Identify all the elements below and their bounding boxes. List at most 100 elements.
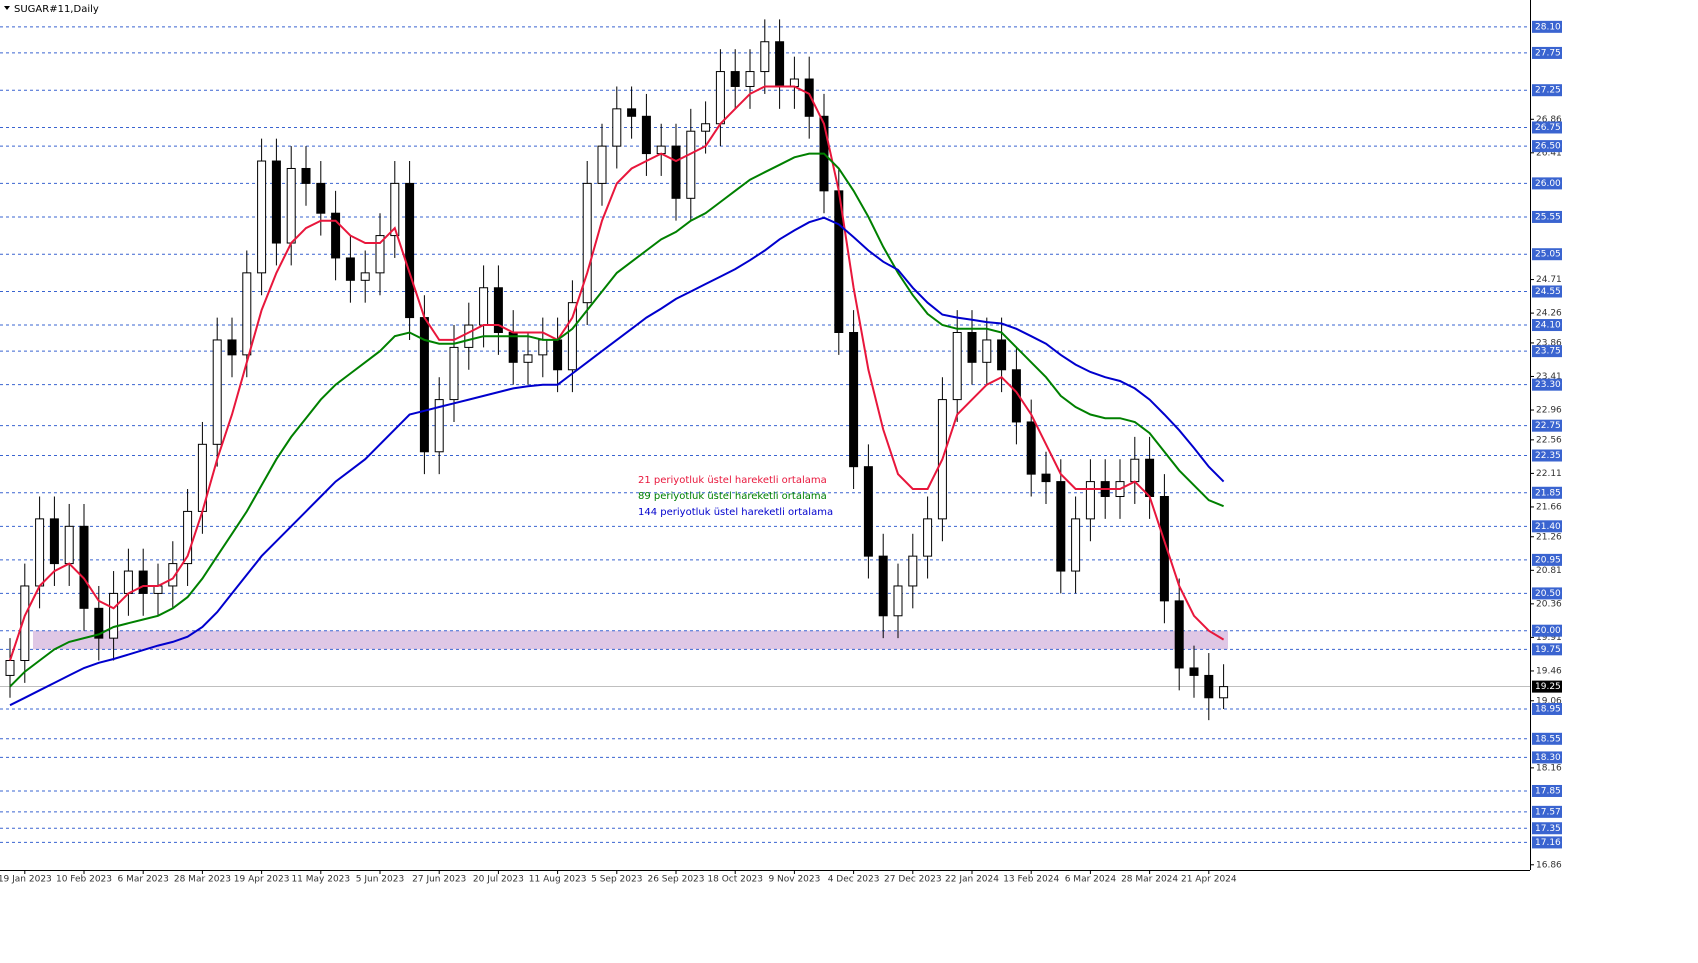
x-tick-label: 19 Apr 2023 <box>234 875 290 885</box>
candle-body <box>982 339 992 363</box>
level-label-box <box>1532 419 1562 432</box>
y-tick-label: 18.16 <box>1536 763 1562 773</box>
candle-body <box>908 555 918 587</box>
menu-triangle[interactable] <box>4 6 10 10</box>
candle-body <box>123 570 133 594</box>
moving-average-line <box>9 216 1225 707</box>
y-tick-label: 26.86 <box>1536 115 1562 125</box>
x-tick-label: 28 Mar 2024 <box>1121 875 1178 885</box>
level-label: 22.75 <box>1535 421 1561 431</box>
candle-body <box>1011 369 1021 423</box>
candle-body <box>493 287 503 333</box>
y-tick-label: 20.81 <box>1536 566 1562 576</box>
candle-body <box>656 145 666 155</box>
x-tick-label: 20 Jul 2023 <box>473 875 524 885</box>
candle-body <box>375 235 385 274</box>
candle-body <box>1189 667 1199 676</box>
candle-body <box>109 592 119 639</box>
candle-body <box>464 324 474 348</box>
level-label-box <box>1532 587 1562 600</box>
candle-body <box>893 585 903 617</box>
candle-body <box>301 167 311 184</box>
candle-body <box>849 331 859 468</box>
candle-body <box>627 108 637 117</box>
level-label-box <box>1532 84 1562 97</box>
legend-entry: 21 periyotluk üstel hareketli ortalama <box>638 475 827 486</box>
x-tick-label: 5 Sep 2023 <box>591 875 642 885</box>
x-tick-label: 9 Nov 2023 <box>768 875 820 885</box>
level-label: 20.50 <box>1535 589 1561 599</box>
level-label: 18.30 <box>1535 753 1561 763</box>
candle-body <box>686 130 696 199</box>
level-label: 21.85 <box>1535 488 1561 498</box>
candle-body <box>775 41 785 87</box>
plot <box>5 19 1229 721</box>
level-label-box <box>1532 553 1562 566</box>
level-label: 20.00 <box>1535 626 1561 636</box>
y-tick-label: 23.86 <box>1536 338 1562 348</box>
candle-body <box>35 518 45 587</box>
candle-body <box>612 108 622 147</box>
candle-body <box>20 585 30 662</box>
x-tick-label: 22 Jan 2024 <box>945 875 999 885</box>
candle-body <box>597 145 607 184</box>
candle-body <box>1026 421 1036 475</box>
candle-body <box>582 182 592 304</box>
y-tick-label: 20.36 <box>1536 599 1562 609</box>
candle-body <box>1085 481 1095 520</box>
candle-body <box>64 525 74 565</box>
axis-labels: 26.86 26.41 24.71 24.26 23.86 23.41 22.96 22.56… <box>0 20 1562 885</box>
candle-body <box>952 331 962 401</box>
candle-body <box>138 570 148 594</box>
candle-body <box>671 145 681 199</box>
candle-body <box>1219 686 1229 699</box>
x-tick-label: 13 Feb 2024 <box>1003 875 1059 885</box>
y-tick-label: 24.71 <box>1536 275 1562 285</box>
level-label-box <box>1532 751 1562 764</box>
level-label: 23.30 <box>1535 380 1561 390</box>
level-label-box <box>1532 624 1562 637</box>
level-label: 25.55 <box>1535 212 1561 222</box>
x-tick-label: 21 Apr 2024 <box>1181 875 1237 885</box>
level-label-box <box>1532 121 1562 134</box>
level-label: 22.35 <box>1535 451 1561 461</box>
y-tick-label: 23.41 <box>1536 372 1562 382</box>
level-label: 26.00 <box>1535 179 1561 189</box>
level-label-box <box>1532 836 1562 849</box>
level-label-box <box>1532 345 1562 358</box>
level-label-box <box>1532 486 1562 499</box>
level-label: 27.75 <box>1535 48 1561 58</box>
moving-average-line <box>9 152 1224 688</box>
candle-body <box>79 525 89 609</box>
x-tick-label: 28 Mar 2023 <box>174 875 231 885</box>
candle-body <box>1145 458 1155 498</box>
moving-average-line <box>9 85 1225 661</box>
candle-body <box>1159 496 1169 602</box>
candle-body <box>227 339 237 356</box>
candle-body <box>331 212 341 259</box>
candle-body <box>345 257 355 281</box>
x-tick-label: 11 Aug 2023 <box>529 875 587 885</box>
level-label-box <box>1532 46 1562 59</box>
candle-body <box>405 182 415 319</box>
level-label-box <box>1532 702 1562 715</box>
level-label: 17.35 <box>1535 824 1561 834</box>
candle-body <box>789 78 799 87</box>
y-tick-label: 19.91 <box>1536 633 1562 643</box>
candle-body <box>168 563 178 587</box>
y-tick-label: 21.26 <box>1536 532 1562 542</box>
x-tick-label: 11 May 2023 <box>291 875 350 885</box>
candle-body <box>479 287 489 326</box>
candle-body <box>641 115 651 155</box>
last-price-box <box>1532 680 1562 693</box>
x-tick-label: 4 Dec 2023 <box>828 875 880 885</box>
candle-body <box>863 466 873 557</box>
y-tick-label: 21.66 <box>1536 502 1562 512</box>
candle-body <box>523 354 533 363</box>
level-label-box <box>1532 520 1562 533</box>
candle-body <box>1130 458 1140 483</box>
candle-body <box>760 41 770 73</box>
y-tick-label: 22.96 <box>1536 406 1562 416</box>
candle-body <box>745 71 755 87</box>
level-label: 24.55 <box>1535 287 1561 297</box>
